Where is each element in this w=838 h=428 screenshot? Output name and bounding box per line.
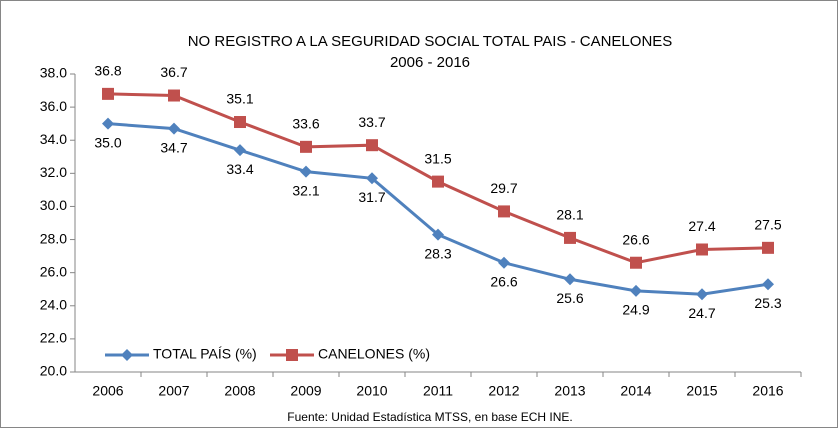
data-label: 32.1 xyxy=(292,182,319,198)
data-label: 27.4 xyxy=(688,218,715,234)
y-tick-label: 30.0 xyxy=(40,197,67,213)
data-label: 28.3 xyxy=(424,245,451,261)
y-tick-label: 38.0 xyxy=(40,65,67,81)
chart-title: NO REGISTRO A LA SEGURIDAD SOCIAL TOTAL … xyxy=(188,33,673,50)
point-marker xyxy=(762,241,774,254)
point-marker xyxy=(564,273,576,286)
point-marker xyxy=(168,89,180,102)
y-tick-label: 22.0 xyxy=(40,330,67,346)
data-label: 25.6 xyxy=(556,290,583,306)
data-label: 28.1 xyxy=(556,207,583,223)
point-marker xyxy=(234,116,246,129)
data-label: 29.7 xyxy=(490,180,517,196)
data-label: 31.5 xyxy=(424,150,451,166)
point-marker xyxy=(286,349,298,361)
point-marker xyxy=(121,349,133,361)
point-marker xyxy=(498,256,510,269)
data-label: 33.7 xyxy=(358,114,385,130)
point-marker xyxy=(102,87,114,100)
x-tick-label: 2011 xyxy=(423,383,453,399)
chart-subtitle: 2006 - 2016 xyxy=(390,54,470,71)
legend-label: TOTAL PAÍS (%) xyxy=(153,346,257,362)
x-tick-label: 2014 xyxy=(620,383,651,399)
y-tick-label: 34.0 xyxy=(40,131,67,147)
x-tick-label: 2009 xyxy=(290,383,321,399)
data-label: 26.6 xyxy=(490,273,517,289)
x-tick-label: 2007 xyxy=(158,383,189,399)
point-marker xyxy=(300,165,312,178)
x-tick-label: 2012 xyxy=(488,383,519,399)
point-marker xyxy=(630,284,642,297)
legend-label: CANELONES (%) xyxy=(318,346,430,362)
point-marker xyxy=(366,139,378,152)
x-tick-label: 2006 xyxy=(92,383,123,399)
data-label: 31.7 xyxy=(358,189,385,205)
y-tick-label: 20.0 xyxy=(40,363,67,379)
point-marker xyxy=(762,278,774,291)
y-tick-label: 26.0 xyxy=(40,263,67,279)
point-marker xyxy=(366,172,378,185)
data-label: 36.8 xyxy=(94,63,121,79)
data-label: 25.3 xyxy=(754,295,781,311)
point-marker xyxy=(432,175,444,188)
data-label: 33.4 xyxy=(226,161,253,177)
x-tick-label: 2010 xyxy=(356,383,387,399)
source-note: Fuente: Unidad Estadística MTSS, en base… xyxy=(287,410,572,424)
x-tick-label: 2013 xyxy=(554,383,585,399)
x-tick-label: 2008 xyxy=(224,383,255,399)
point-marker xyxy=(696,243,708,256)
data-label: 27.5 xyxy=(754,217,781,233)
y-tick-label: 32.0 xyxy=(40,164,67,180)
point-marker xyxy=(300,140,312,153)
point-marker xyxy=(564,231,576,244)
data-label: 34.7 xyxy=(160,139,187,155)
point-marker xyxy=(168,122,180,135)
y-tick-label: 28.0 xyxy=(40,230,67,246)
point-marker xyxy=(498,205,510,218)
x-tick-label: 2016 xyxy=(752,383,783,399)
data-label: 24.7 xyxy=(688,305,715,321)
point-marker xyxy=(102,117,114,130)
point-marker xyxy=(234,144,246,157)
data-label: 26.6 xyxy=(622,231,649,247)
x-tick-label: 2015 xyxy=(686,383,717,399)
point-marker xyxy=(432,228,444,241)
data-label: 35.1 xyxy=(226,91,253,107)
y-tick-label: 24.0 xyxy=(40,296,67,312)
point-marker xyxy=(630,256,642,269)
data-label: 36.7 xyxy=(160,64,187,80)
y-tick-label: 36.0 xyxy=(40,98,67,114)
data-label: 35.0 xyxy=(94,134,121,150)
point-marker xyxy=(696,288,708,301)
data-label: 24.9 xyxy=(622,302,649,318)
data-label: 33.6 xyxy=(292,116,319,132)
